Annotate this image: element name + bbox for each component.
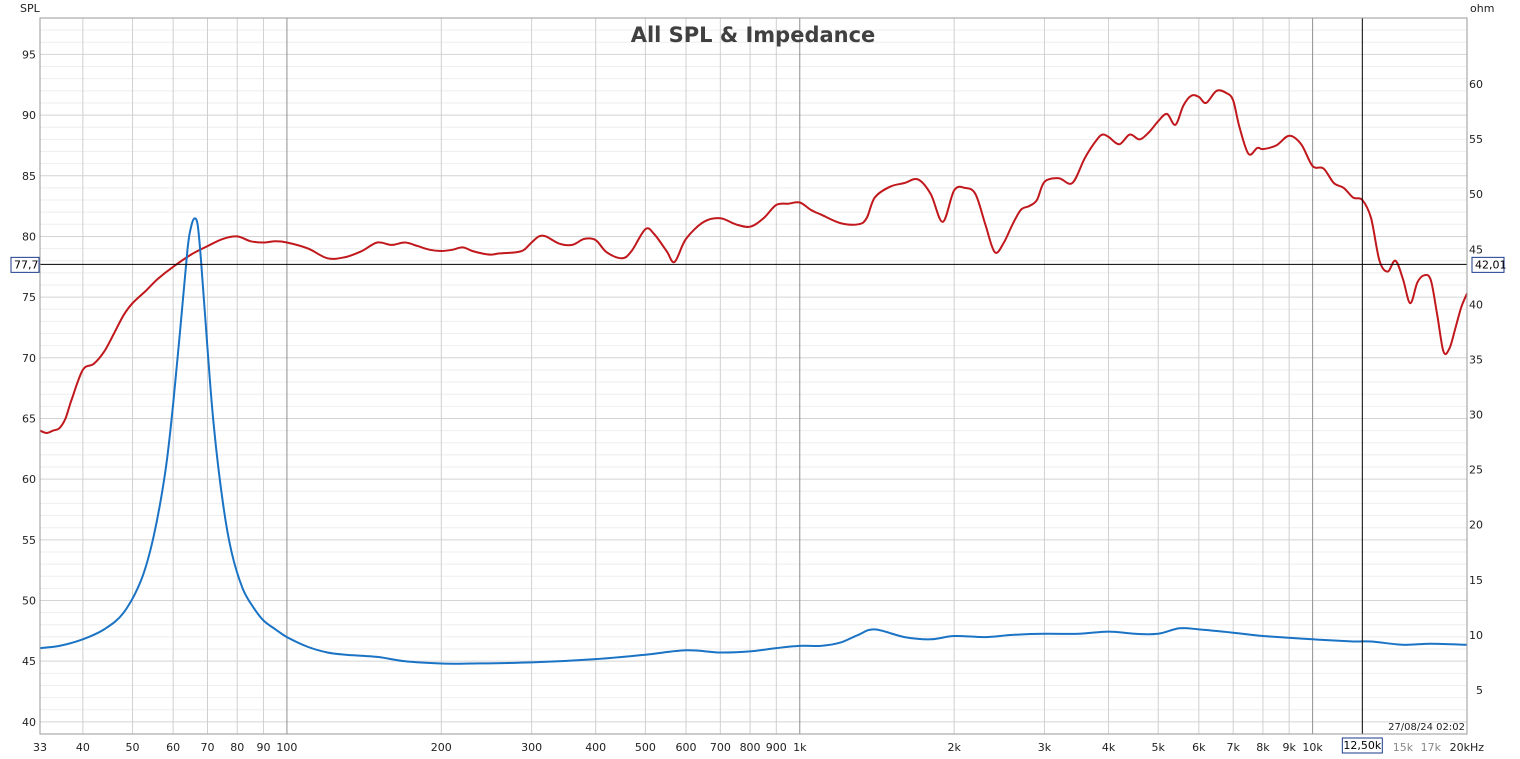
y2-tick-label: 60	[1469, 78, 1483, 91]
cursor-layer[interactable]: 77,7 42,01 12,50k	[10, 18, 1507, 754]
y-axis-ticks: 40 45 50 55 60 65 70 75 80 85 90 95	[22, 48, 36, 728]
x-tick-label: 90	[256, 741, 270, 754]
x-tick-label: 20kHz	[1450, 741, 1485, 754]
impedance-series-line	[39, 217, 1468, 665]
y2-tick-label: 25	[1469, 464, 1483, 477]
x-tick-label: 50	[126, 741, 140, 754]
y2-axis-label: ohm	[1470, 2, 1494, 15]
y2-axis-ticks: 5 10 15 20 25 30 35 40 45 50 55 60	[1469, 78, 1483, 697]
y-axis-label: SPL	[20, 2, 41, 15]
y2-tick-label: 35	[1469, 353, 1483, 366]
plot-frame	[39, 17, 1468, 735]
cursor-y2-label[interactable]: 42,01	[1471, 256, 1507, 273]
y-tick-label: 50	[22, 595, 36, 608]
y2-tick-label: 40	[1469, 298, 1483, 311]
x-tick-label: 900	[766, 741, 787, 754]
y2-tick-label: 50	[1469, 188, 1483, 201]
y2-tick-label: 30	[1469, 409, 1483, 422]
y-tick-label: 80	[22, 230, 36, 243]
y-tick-label: 75	[22, 291, 36, 304]
x-tick-label: 70	[200, 741, 214, 754]
x-tick-label: 33	[33, 741, 47, 754]
cursor-x-label[interactable]: 12,50k	[1341, 737, 1383, 754]
x-tick-label: 2k	[947, 741, 961, 754]
x-tick-label: 500	[635, 741, 656, 754]
cursor-x-label-text: 12,50k	[1343, 739, 1381, 752]
cursor-y2-label-box	[1471, 256, 1505, 273]
y2-tick-label: 5	[1476, 684, 1483, 697]
plot-background	[40, 18, 1467, 734]
y-tick-label: 60	[22, 473, 36, 486]
x-tick-label: 200	[431, 741, 452, 754]
cursor-x-label-box	[1341, 737, 1383, 754]
chart-title: All SPL & Impedance	[631, 23, 876, 47]
x-tick-label: 800	[740, 741, 761, 754]
x-tick-label: 700	[710, 741, 731, 754]
x-tick-label: 80	[230, 741, 244, 754]
x-tick-label: 300	[521, 741, 542, 754]
cursor-y-label-box	[10, 256, 40, 273]
x-tick-label: 100	[276, 741, 297, 754]
x-tick-label: 8k	[1256, 741, 1270, 754]
x-tick-label: 1k	[793, 741, 807, 754]
x-tick-label: 40	[76, 741, 90, 754]
cursor-y-label[interactable]: 77,7	[10, 256, 40, 273]
cursor-y2-label-text: 42,01	[1475, 258, 1507, 271]
x-tick-label: 400	[585, 741, 606, 754]
series-layer	[39, 89, 1468, 665]
x-tick-label: 7k	[1226, 741, 1240, 754]
y2-tick-label: 20	[1469, 519, 1483, 532]
x-tick-label: 6k	[1192, 741, 1206, 754]
x-tick-label: 5k	[1152, 741, 1166, 754]
spl-series-line	[39, 89, 1468, 434]
x-tick-label: 10k	[1302, 741, 1323, 754]
y-tick-label: 85	[22, 170, 36, 183]
timestamp: 27/08/24 02:02	[1388, 722, 1465, 733]
x-tick-label: 15k	[1393, 741, 1414, 754]
y2-tick-label: 10	[1469, 629, 1483, 642]
x-tick-label: 600	[675, 741, 696, 754]
y-tick-label: 40	[22, 716, 36, 729]
grid-lines	[40, 17, 1468, 735]
y-tick-label: 55	[22, 534, 36, 547]
y2-tick-label: 45	[1469, 243, 1483, 256]
x-tick-label: 17k	[1421, 741, 1442, 754]
y-tick-label: 95	[22, 48, 36, 61]
y-tick-label: 90	[22, 109, 36, 122]
y-tick-label: 70	[22, 352, 36, 365]
cursor-y-label-text: 77,7	[14, 258, 39, 271]
x-tick-label: 4k	[1102, 741, 1116, 754]
x-tick-label: 9k	[1282, 741, 1296, 754]
x-axis-ticks: 33 40 50 60 70 80 90 100 200 300 400 500 600 700 800 90…	[33, 741, 1484, 754]
y2-tick-label: 15	[1469, 574, 1483, 587]
y2-tick-label: 55	[1469, 133, 1483, 146]
y-tick-label: 45	[22, 655, 36, 668]
x-tick-label: 60	[166, 741, 180, 754]
x-tick-label: 3k	[1038, 741, 1052, 754]
y-tick-label: 65	[22, 412, 36, 425]
